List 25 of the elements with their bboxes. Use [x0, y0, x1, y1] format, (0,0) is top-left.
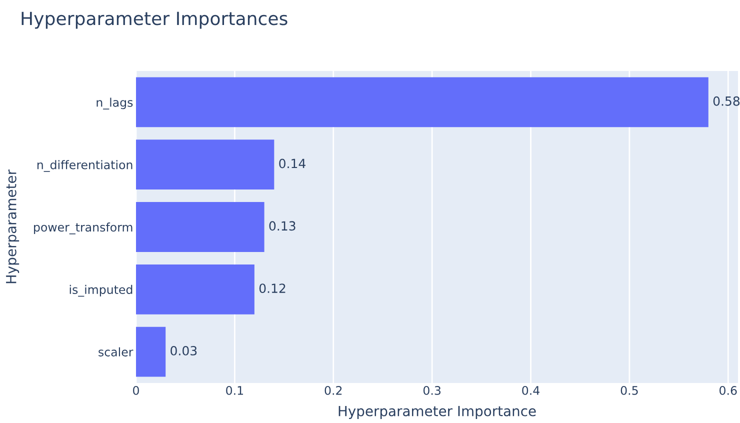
y-axis-title: Hyperparameter	[6, 169, 20, 284]
y-tick-label: power_transform	[34, 222, 132, 234]
x-tick-label: 0.5	[620, 386, 638, 395]
bar	[136, 202, 264, 252]
data-label: 0.58	[713, 96, 740, 106]
chart-title: Hyperparameter Importances	[22, 12, 288, 29]
y-tick-label: n_differentiation	[37, 160, 132, 172]
data-label: 0.14	[279, 158, 306, 168]
data-label: 0.13	[269, 221, 296, 231]
bar	[136, 326, 166, 377]
bar	[136, 77, 708, 128]
x-tick-label: 0.4	[522, 386, 540, 395]
x-tick-label: 0	[133, 386, 139, 395]
x-tick-label: 0.3	[423, 386, 441, 395]
bar	[136, 264, 254, 314]
x-tick-label: 0.6	[720, 386, 737, 395]
y-tick-label: n_lags	[96, 98, 133, 110]
x-tick-label: 0.2	[324, 386, 342, 395]
data-label: 0.03	[170, 346, 197, 356]
bar	[136, 140, 274, 190]
x-tick-label: 0.1	[226, 386, 243, 395]
x-axis-title: Hyperparameter Importance	[338, 406, 536, 419]
y-tick-label: is_imputed	[70, 284, 132, 297]
data-label: 0.12	[259, 284, 286, 294]
y-tick-label: scaler	[98, 347, 134, 356]
